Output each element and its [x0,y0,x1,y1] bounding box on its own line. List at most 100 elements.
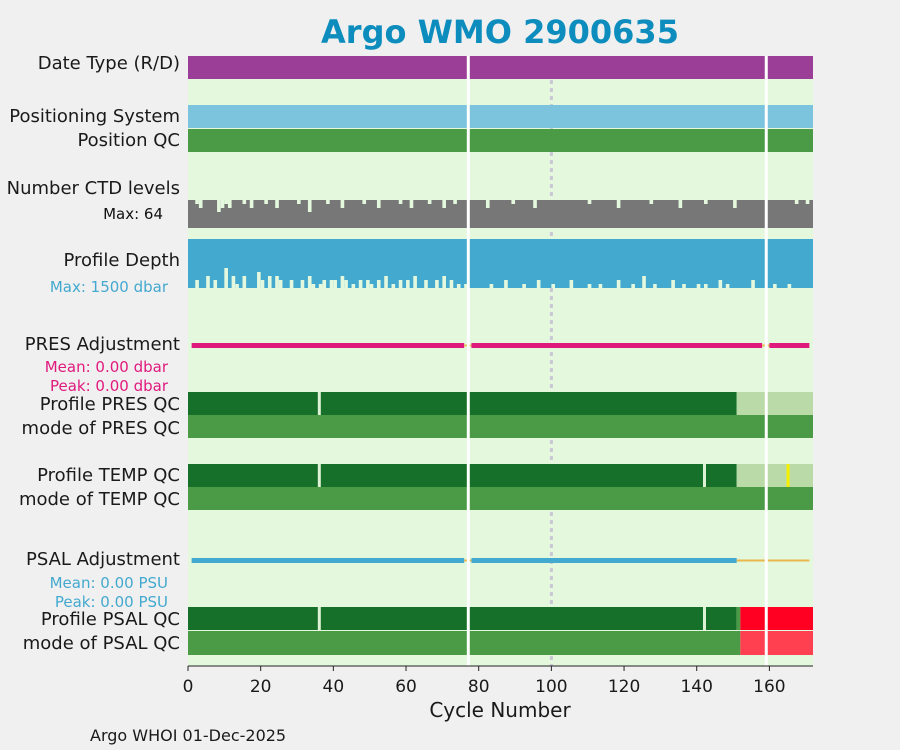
dip-profile-depth-21 [344,280,348,288]
row-mode-of-pres-qc [188,415,813,438]
dip-number-ctd-levels-23 [533,200,537,208]
dip-number-ctd-levels-11 [307,200,312,212]
chart-title: Argo WMO 2900635 [321,13,679,51]
dip-number-ctd-levels-26 [649,200,654,204]
segment-profile-psal-qc-1 [736,607,741,630]
row-label-profile-depth: Profile Depth [63,250,180,271]
row-label-pres-adjustment: PRES Adjustment [25,334,180,355]
dip-number-ctd-levels-17 [409,200,414,208]
dip-number-ctd-levels-30 [794,200,799,204]
credit-text: Argo WHOI 01-Dec-2025 [90,726,286,745]
segment-positioning-system-0 [188,105,813,128]
x-axis: 0 20 40 60 80 100 120 140 160 [183,665,813,697]
segment-profile-temp-qc-1 [736,464,813,487]
dip-profile-depth-22 [351,284,356,288]
dip-number-ctd-levels-20 [453,200,457,204]
dip-number-ctd-levels-8 [264,200,268,204]
segment-profile-temp-qc-0 [188,464,737,487]
row-number-ctd-levels [188,200,813,228]
dip-number-ctd-levels-9 [275,200,279,208]
row-labels: Date Type (R/D) Positioning System Positio… [7,53,180,654]
row-profile-depth [188,239,813,288]
row-stat-pres-adjustment-1: Peak: 0.00 dbar [50,377,169,395]
dip-profile-depth-25 [369,284,374,288]
status-bars [188,56,813,655]
row-mode-of-temp-qc [188,487,813,510]
dip-profile-depth-34 [442,276,446,288]
x-tick-label-80: 80 [468,677,490,697]
x-tick-label-100: 100 [535,677,567,697]
dip-number-ctd-levels-1 [198,200,203,208]
row-label-mode-of-temp-qc: mode of TEMP QC [19,489,180,510]
line-pres-adjustment-2 [471,343,763,348]
dip-profile-depth-3 [224,268,228,288]
segment-position-qc-0 [188,129,813,152]
dip-profile-depth-46 [616,280,621,288]
dip-number-ctd-levels-2 [217,200,221,212]
segment-date-type-r-d-0 [188,56,813,79]
dip-profile-depth-4 [231,276,236,288]
dip-number-ctd-levels-3 [220,200,225,208]
dip-number-ctd-levels-14 [362,200,367,204]
dip-profile-depth-10 [275,276,279,288]
dip-profile-depth-44 [587,284,592,288]
dip-profile-depth-7 [257,272,261,288]
mark-profile-psal-qc-1 [702,607,706,630]
gap-line-1 [764,56,768,666]
dip-profile-depth-51 [682,284,686,288]
dip-profile-depth-23 [358,280,363,288]
x-tick-label-120: 120 [608,677,640,697]
row-stat-number-ctd-levels-0: Max: 64 [103,205,163,223]
row-label-positioning-system: Positioning System [9,106,180,127]
mark-profile-temp-qc-0 [317,464,321,487]
segment-mode-of-psal-qc-0 [188,631,741,655]
segment-profile-pres-qc-0 [188,392,737,415]
dip-number-ctd-levels-22 [511,200,516,204]
dip-profile-depth-40 [522,284,526,288]
row-position-qc [188,129,813,152]
segment-mode-of-psal-qc-1 [740,631,813,655]
dip-number-ctd-levels-13 [340,200,345,208]
row-mode-of-psal-qc [188,631,813,655]
segment-profile-psal-qc-2 [740,607,813,630]
dip-profile-depth-32 [424,280,428,288]
dip-profile-depth-54 [718,280,723,288]
dip-profile-depth-57 [773,284,777,288]
dip-number-ctd-levels-27 [678,200,683,208]
mark-profile-temp-qc-2 [786,464,790,487]
dip-number-ctd-levels-31 [805,200,810,204]
gap-lines [466,56,768,666]
line-psal-adjustment-0 [191,558,465,563]
gap-line-0 [466,56,470,666]
x-tick-label-20: 20 [250,677,272,697]
dip-number-ctd-levels-19 [442,200,446,208]
dip-number-ctd-levels-24 [587,200,592,204]
dip-number-ctd-levels-25 [616,200,621,208]
dip-profile-depth-9 [267,276,272,288]
row-label-profile-pres-qc: Profile PRES QC [40,394,180,415]
dip-profile-depth-29 [398,280,403,288]
dip-profile-depth-38 [489,284,494,288]
dip-number-ctd-levels-12 [326,200,330,204]
dip-profile-depth-53 [703,284,708,288]
row-date-type-r-d [188,56,813,79]
plot-area [188,56,813,666]
dip-profile-depth-28 [391,284,396,288]
row-profile-psal-qc [188,607,813,630]
dip-profile-depth-19 [333,280,337,288]
row-label-mode-of-psal-qc: mode of PSAL QC [23,633,180,654]
dip-profile-depth-50 [671,280,675,288]
dip-number-ctd-levels-15 [376,200,381,208]
dip-profile-depth-31 [413,276,417,288]
dip-number-ctd-levels-4 [224,200,228,204]
dip-profile-depth-42 [551,284,556,288]
x-tick-label-60: 60 [395,677,417,697]
segment-profile-pres-qc-1 [736,392,813,415]
line-pres-adjustment-4 [769,343,810,348]
x-axis-label: Cycle Number [429,698,571,722]
row-label-number-ctd-levels: Number CTD levels [7,178,180,199]
dip-profile-depth-26 [376,280,381,288]
dip-profile-depth-17 [322,280,327,288]
segment-mode-of-pres-qc-0 [188,415,813,438]
